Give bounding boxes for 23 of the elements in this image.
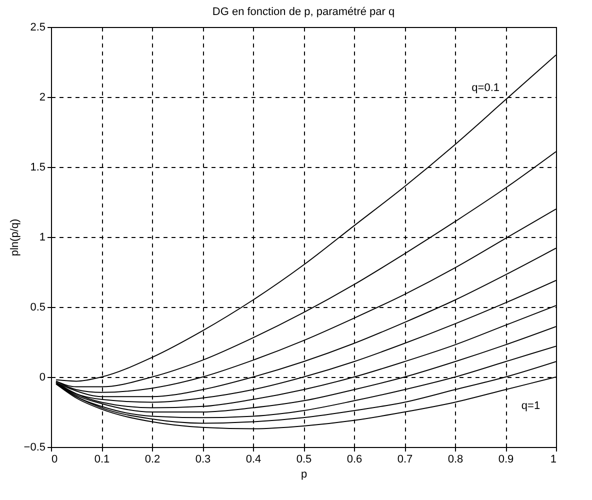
chart-title: DG en fonction de p, paramétré par q	[212, 6, 395, 18]
y-tick-label: 0.5	[30, 302, 46, 314]
x-tick-label: 0	[52, 454, 58, 466]
x-tick-label: 0.6	[346, 454, 362, 466]
x-tick-label: 0.8	[448, 454, 464, 466]
x-tick-label: 0.1	[94, 454, 110, 466]
y-tick-label: 2.5	[30, 22, 46, 34]
x-axis-title: p	[300, 468, 308, 480]
x-tick-label: 0.4	[246, 454, 262, 466]
annotation: q=1	[521, 400, 540, 412]
x-tick-label: 0.9	[498, 454, 514, 466]
x-tick-label: 0.2	[144, 454, 160, 466]
y-axis-title: pln(p/q)	[8, 218, 21, 256]
y-tick-label: 0	[39, 372, 46, 384]
x-tick-label: 1	[550, 454, 556, 466]
y-tick-label: 1.5	[30, 162, 46, 174]
y-tick-label: 1	[39, 232, 46, 244]
y-tick-label: 2	[39, 92, 46, 104]
annotation: q=0.1	[472, 82, 500, 94]
y-tick-label: −0.5	[24, 442, 46, 454]
x-tick-label: 0.7	[397, 454, 413, 466]
x-tick-label: 0.5	[296, 454, 312, 466]
x-tick-label: 0.3	[195, 454, 211, 466]
